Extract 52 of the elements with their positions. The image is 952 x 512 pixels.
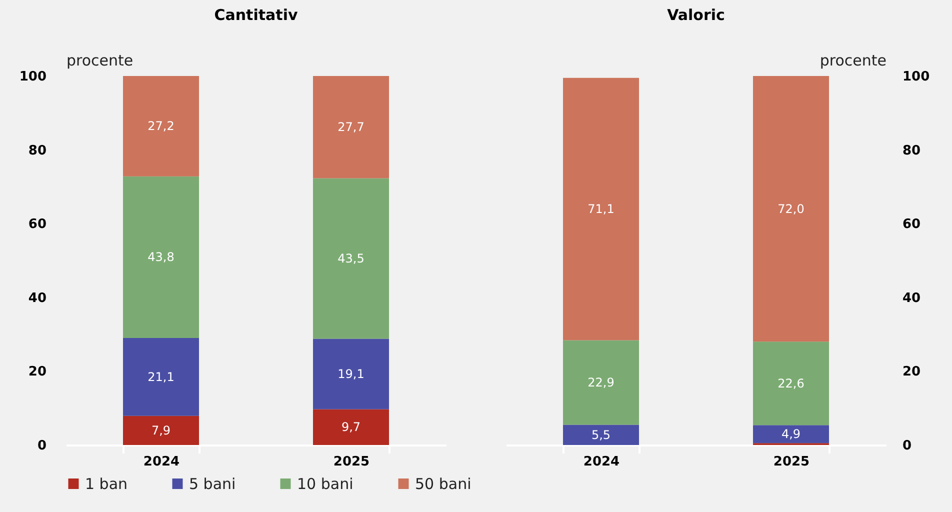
data-label: 72,0 — [778, 202, 804, 216]
x-tick-label: 2025 — [773, 454, 810, 470]
bar — [563, 78, 639, 340]
y-tick-label: 100 — [902, 70, 930, 84]
legend-label: 50 bani — [415, 474, 472, 493]
bar — [123, 176, 199, 338]
data-label: 4,9 — [781, 427, 801, 442]
data-label: 22,6 — [778, 376, 804, 390]
data-label: 21,1 — [148, 370, 174, 384]
data-label: 5,5 — [591, 428, 611, 442]
x-tick-label: 2025 — [333, 454, 370, 470]
y-tick-label: 0 — [902, 438, 912, 454]
data-label: 43,8 — [148, 250, 174, 264]
data-label: 22,9 — [588, 375, 614, 390]
bar — [753, 342, 829, 426]
bar — [313, 76, 389, 178]
y-tick-label: 80 — [28, 143, 46, 158]
y-axis-title: procente — [820, 52, 886, 70]
data-label: 71,1 — [588, 202, 614, 216]
y-tick-label: 60 — [902, 217, 921, 232]
data-label: 19,1 — [338, 366, 364, 381]
x-tick-label: 2024 — [143, 454, 180, 470]
bar — [313, 338, 389, 410]
data-label: 9,7 — [341, 420, 361, 434]
x-tick-label: 2024 — [583, 454, 620, 470]
y-axis-title: procente — [66, 52, 134, 70]
data-label: 7,9 — [151, 423, 171, 438]
y-tick-label: 20 — [28, 364, 46, 380]
y-tick-label: 60 — [28, 217, 46, 232]
y-tick-label: 80 — [902, 143, 921, 158]
bar — [563, 424, 639, 445]
bar — [563, 340, 639, 425]
bar — [753, 425, 829, 444]
bar — [123, 76, 199, 176]
data-label: 27,7 — [338, 120, 364, 134]
chart-title: Cantitativ — [214, 6, 298, 24]
legend-label: 10 bani — [297, 474, 354, 493]
y-tick-label: 0 — [37, 438, 46, 454]
bar — [123, 338, 199, 416]
y-tick-label: 20 — [902, 364, 921, 380]
data-label: 27,2 — [148, 119, 174, 134]
y-tick-label: 100 — [19, 70, 46, 84]
bar — [753, 76, 829, 342]
y-tick-label: 40 — [902, 290, 921, 306]
chart-title: Valoric — [667, 6, 725, 24]
bar — [313, 178, 389, 339]
bar — [123, 416, 199, 445]
legend-label: 1 ban — [85, 474, 128, 493]
legend-label: 5 bani — [189, 474, 236, 493]
y-tick-label: 40 — [28, 290, 46, 306]
data-label: 43,5 — [338, 251, 364, 266]
bar — [313, 409, 389, 445]
